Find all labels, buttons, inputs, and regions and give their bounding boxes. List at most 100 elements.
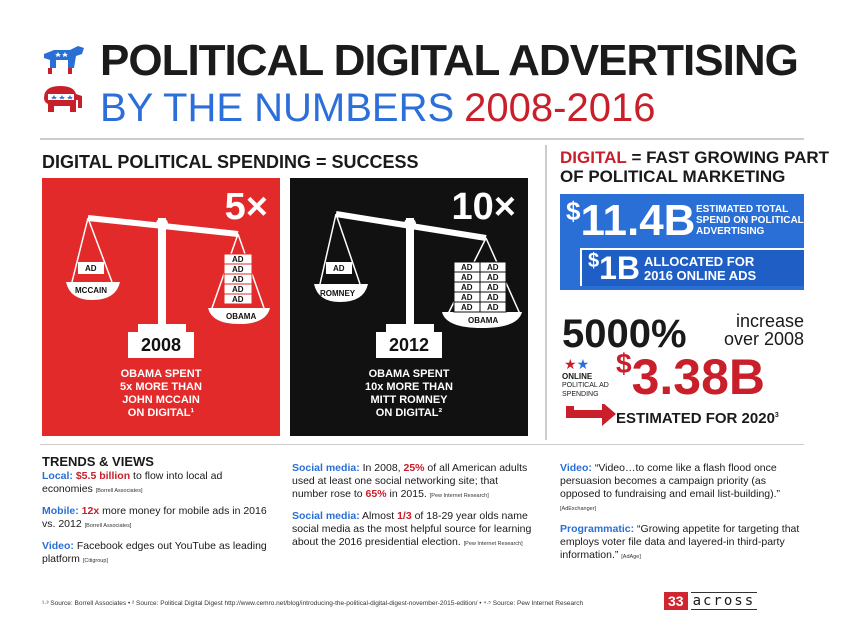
spending-title: DIGITAL POLITICAL SPENDING = SUCCESS <box>42 152 419 172</box>
trend-text: more money for mobile ads in 2016 vs. 20… <box>42 505 267 530</box>
estimate-2020-value: $3.38B <box>616 348 765 406</box>
svg-text:AD: AD <box>487 263 499 272</box>
trend-lead: Social media: <box>292 462 360 474</box>
subtitle-years: 2008-2016 <box>464 86 656 130</box>
trend-lead: Video: <box>42 540 74 552</box>
right-heading: DIGITAL = FAST GROWING PART OF POLITICAL… <box>560 148 829 186</box>
ad-stack-labels-2012: AD AD AD AD AD AD AD AD AD AD <box>461 263 499 312</box>
trend-lead: Video: <box>560 462 592 474</box>
dollar-sign: $ <box>616 348 632 379</box>
trend-text: “Video…to come like a flash flood once p… <box>560 462 781 500</box>
dollar-sign: $ <box>588 250 600 272</box>
label-line: over 2008 <box>723 329 804 349</box>
total-amount: 11.4B <box>580 196 696 245</box>
right-name-2008: OBAMA <box>226 312 256 321</box>
caption-line: OBAMA SPENT <box>120 368 202 380</box>
year-badge-2008: 2008 <box>128 332 194 358</box>
svg-text:AD: AD <box>461 293 473 302</box>
svg-text:AD: AD <box>232 255 244 264</box>
label-line: SPENDING <box>562 391 599 398</box>
trend-source: [Citigroup] <box>82 558 108 564</box>
trend-highlight: 1/3 <box>397 510 412 522</box>
ad-label: AD <box>85 264 97 273</box>
footer-sources: ¹·³ Source: Borrell Associates • ² Sourc… <box>42 600 584 607</box>
header: POLITICAL DIGITAL ADVERTISING BY THE NUM… <box>40 30 820 140</box>
year-badge-2012: 2012 <box>376 332 442 358</box>
trend-text: of all American adults used at least one… <box>292 462 528 500</box>
trend-programmatic: Programmatic: “Growing appetite for targ… <box>560 523 804 564</box>
svg-text:AD: AD <box>232 265 244 274</box>
spend-box: $11.4B ESTIMATED TOTAL SPEND ON POLITICA… <box>560 194 804 290</box>
caption-line: ON DIGITAL¹ <box>127 407 195 419</box>
trend-source: [Borrell Associates] <box>95 488 143 494</box>
trend-text: Almost <box>359 510 398 522</box>
label-line: ALLOCATED FOR <box>644 254 755 269</box>
trend-lead: Mobile: <box>42 505 79 517</box>
estimate-amount: 3.38B <box>631 349 766 405</box>
svg-text:AD: AD <box>487 303 499 312</box>
brand-number: 33 <box>664 592 688 610</box>
label-line: POLITICAL AD <box>562 382 609 389</box>
trend-lead: Local: <box>42 470 73 482</box>
caption-2012: OBAMA SPENT 10x MORE THAN MITT ROMNEY ON… <box>290 368 528 420</box>
panel-2012: 10× AD ROMNEY OBAMA AD AD AD AD AD AD AD AD … <box>290 178 528 436</box>
scale-2012-icon: AD ROMNEY OBAMA AD AD AD AD AD AD AD AD AD AD <box>314 211 522 332</box>
label-line: ESTIMATED TOTAL <box>696 204 789 215</box>
trends-column-3: Video: “Video…to come like a flash flood… <box>560 462 804 571</box>
elephant-icon <box>44 86 82 112</box>
svg-text:AD: AD <box>461 273 473 282</box>
label-line: ADVERTISING <box>696 226 765 237</box>
trends-column-2: Social media: In 2008, 25% of all Americ… <box>292 462 532 558</box>
label-line: increase <box>735 311 804 331</box>
trend-highlight: $5.5 billion <box>75 470 131 482</box>
ad-stack-2012 <box>453 261 507 313</box>
total-spend-value: $11.4B <box>566 196 695 246</box>
caption-line: OBAMA SPENT <box>368 368 450 380</box>
arrow-right-icon <box>566 404 616 426</box>
donkey-icon <box>44 46 84 74</box>
trend-lead: Social media: <box>292 510 360 522</box>
svg-text:AD: AD <box>232 275 244 284</box>
svg-text:AD: AD <box>461 303 473 312</box>
scale-2008-icon: AD MCCAIN OBAMA AD AD AD AD AD <box>66 215 270 332</box>
label-line: ONLINE <box>562 372 593 381</box>
caption-line: JOHN MCCAIN <box>122 394 200 406</box>
increase-label: increase over 2008 <box>700 312 804 348</box>
caption-line: 5x MORE THAN <box>120 381 202 393</box>
trend-lead: Programmatic: <box>560 523 635 535</box>
trend-text: Facebook edges out YouTube as leading pl… <box>42 540 267 565</box>
subtitle-text: BY THE NUMBERS <box>100 86 455 130</box>
svg-text:AD: AD <box>461 283 473 292</box>
brand-word: across <box>690 592 758 610</box>
online-allocation-label: ALLOCATED FOR 2016 ONLINE ADS <box>644 255 756 283</box>
trend-social-2: Social media: Almost 1/3 of 18-29 year o… <box>292 510 532 551</box>
online-amount: 1B <box>599 250 641 286</box>
svg-text:AD: AD <box>232 285 244 294</box>
dollar-sign: $ <box>566 196 581 226</box>
party-logos <box>40 38 86 120</box>
trend-text: in 2015. <box>386 488 430 500</box>
trend-text: “Growing appetite for targeting that emp… <box>560 523 800 561</box>
stars-icon: ★★ <box>564 356 590 372</box>
trends-column-1: Local: $5.5 billion to flow into local a… <box>42 470 270 575</box>
multiplier-2008: 5× <box>224 186 268 228</box>
caption-2008: OBAMA SPENT 5x MORE THAN JOHN MCCAIN ON … <box>42 368 280 420</box>
trend-local: Local: $5.5 billion to flow into local a… <box>42 470 270 498</box>
trend-source: [Pew Internet Research] <box>463 541 523 547</box>
label-line: 2016 ONLINE ADS <box>644 268 757 283</box>
trend-video-1: Video: Facebook edges out YouTube as lea… <box>42 540 270 568</box>
trends-title: TRENDS & VIEWS <box>42 454 154 469</box>
caption-line: 10x MORE THAN <box>364 381 454 393</box>
ad-stack-labels-2008: AD AD AD AD AD <box>232 255 244 304</box>
trend-highlight: 25% <box>403 462 425 474</box>
left-name-2012: ROMNEY <box>320 289 356 298</box>
trend-video-2: Video: “Video…to come like a flash flood… <box>560 462 804 516</box>
svg-text:AD: AD <box>232 295 244 304</box>
left-name-2008: MCCAIN <box>75 286 107 295</box>
online-allocation-value: $1B <box>588 250 640 287</box>
trend-social-1: Social media: In 2008, 25% of all Americ… <box>292 462 532 503</box>
caption-line: ON DIGITAL² <box>375 407 443 419</box>
trend-mobile: Mobile: 12x more money for mobile ads in… <box>42 505 270 533</box>
trend-text: to flow into local ad economies <box>42 470 223 495</box>
trend-source: [Borrell Associates] <box>84 523 132 529</box>
